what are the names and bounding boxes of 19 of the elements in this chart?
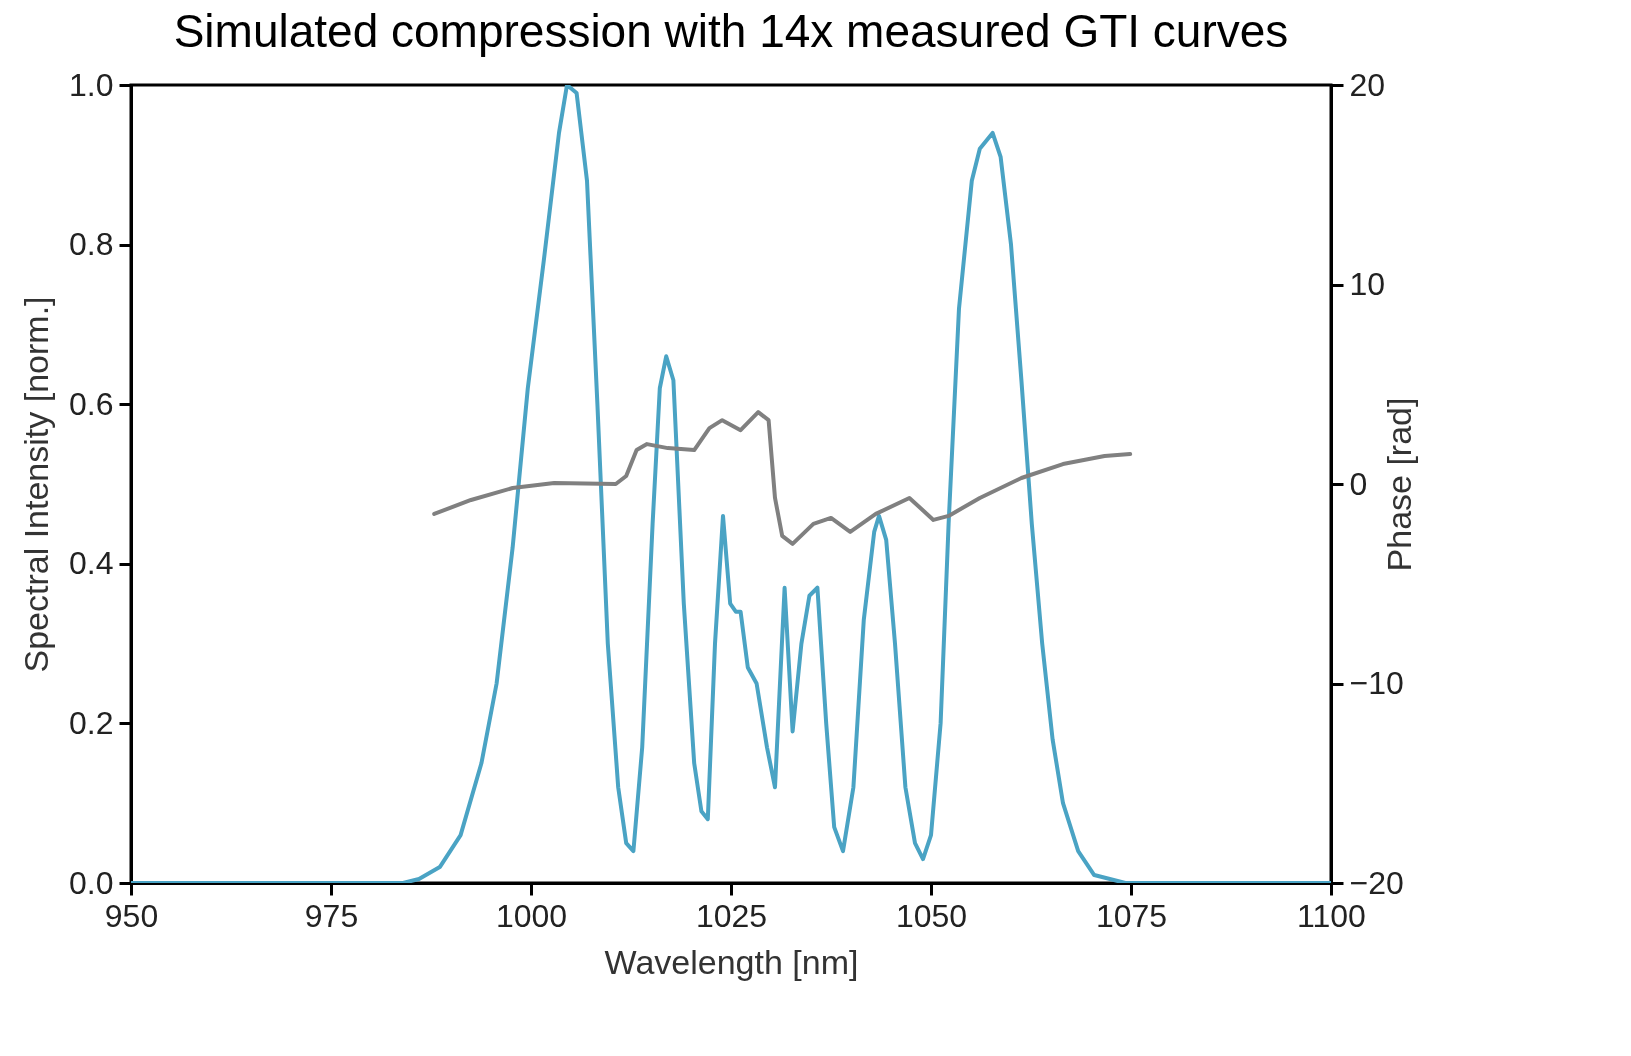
y2-tick-label: 0 <box>1349 465 1368 502</box>
y-tick-label: 0.8 <box>69 226 114 263</box>
x-axis-title: Wavelength [nm] <box>604 942 859 981</box>
x-tick-label: 1050 <box>895 897 968 934</box>
chart-title: Simulated compression with 14x measured GTI curves <box>173 5 1289 57</box>
x-tick-label: 1000 <box>495 897 568 934</box>
x-tick-label: 975 <box>304 897 359 934</box>
y2-tick-label: −10 <box>1349 665 1404 701</box>
line-series <box>432 410 1133 546</box>
y-tick-label: 1.0 <box>69 66 114 103</box>
y2-axis-title: Phase [rad] <box>1379 397 1418 572</box>
y-tick-label: 0.2 <box>69 704 114 741</box>
x-tick-label: 1025 <box>695 897 768 934</box>
y-tick-label: 0.4 <box>69 545 114 582</box>
y2-tick-label: 20 <box>1349 66 1386 103</box>
y-axis-title: Spectral Intensity [norm.] <box>17 296 56 673</box>
y2-tick-label: 10 <box>1349 266 1386 302</box>
x-tick-label: 1075 <box>1095 897 1168 934</box>
y-tick-label: 0.6 <box>69 385 114 422</box>
